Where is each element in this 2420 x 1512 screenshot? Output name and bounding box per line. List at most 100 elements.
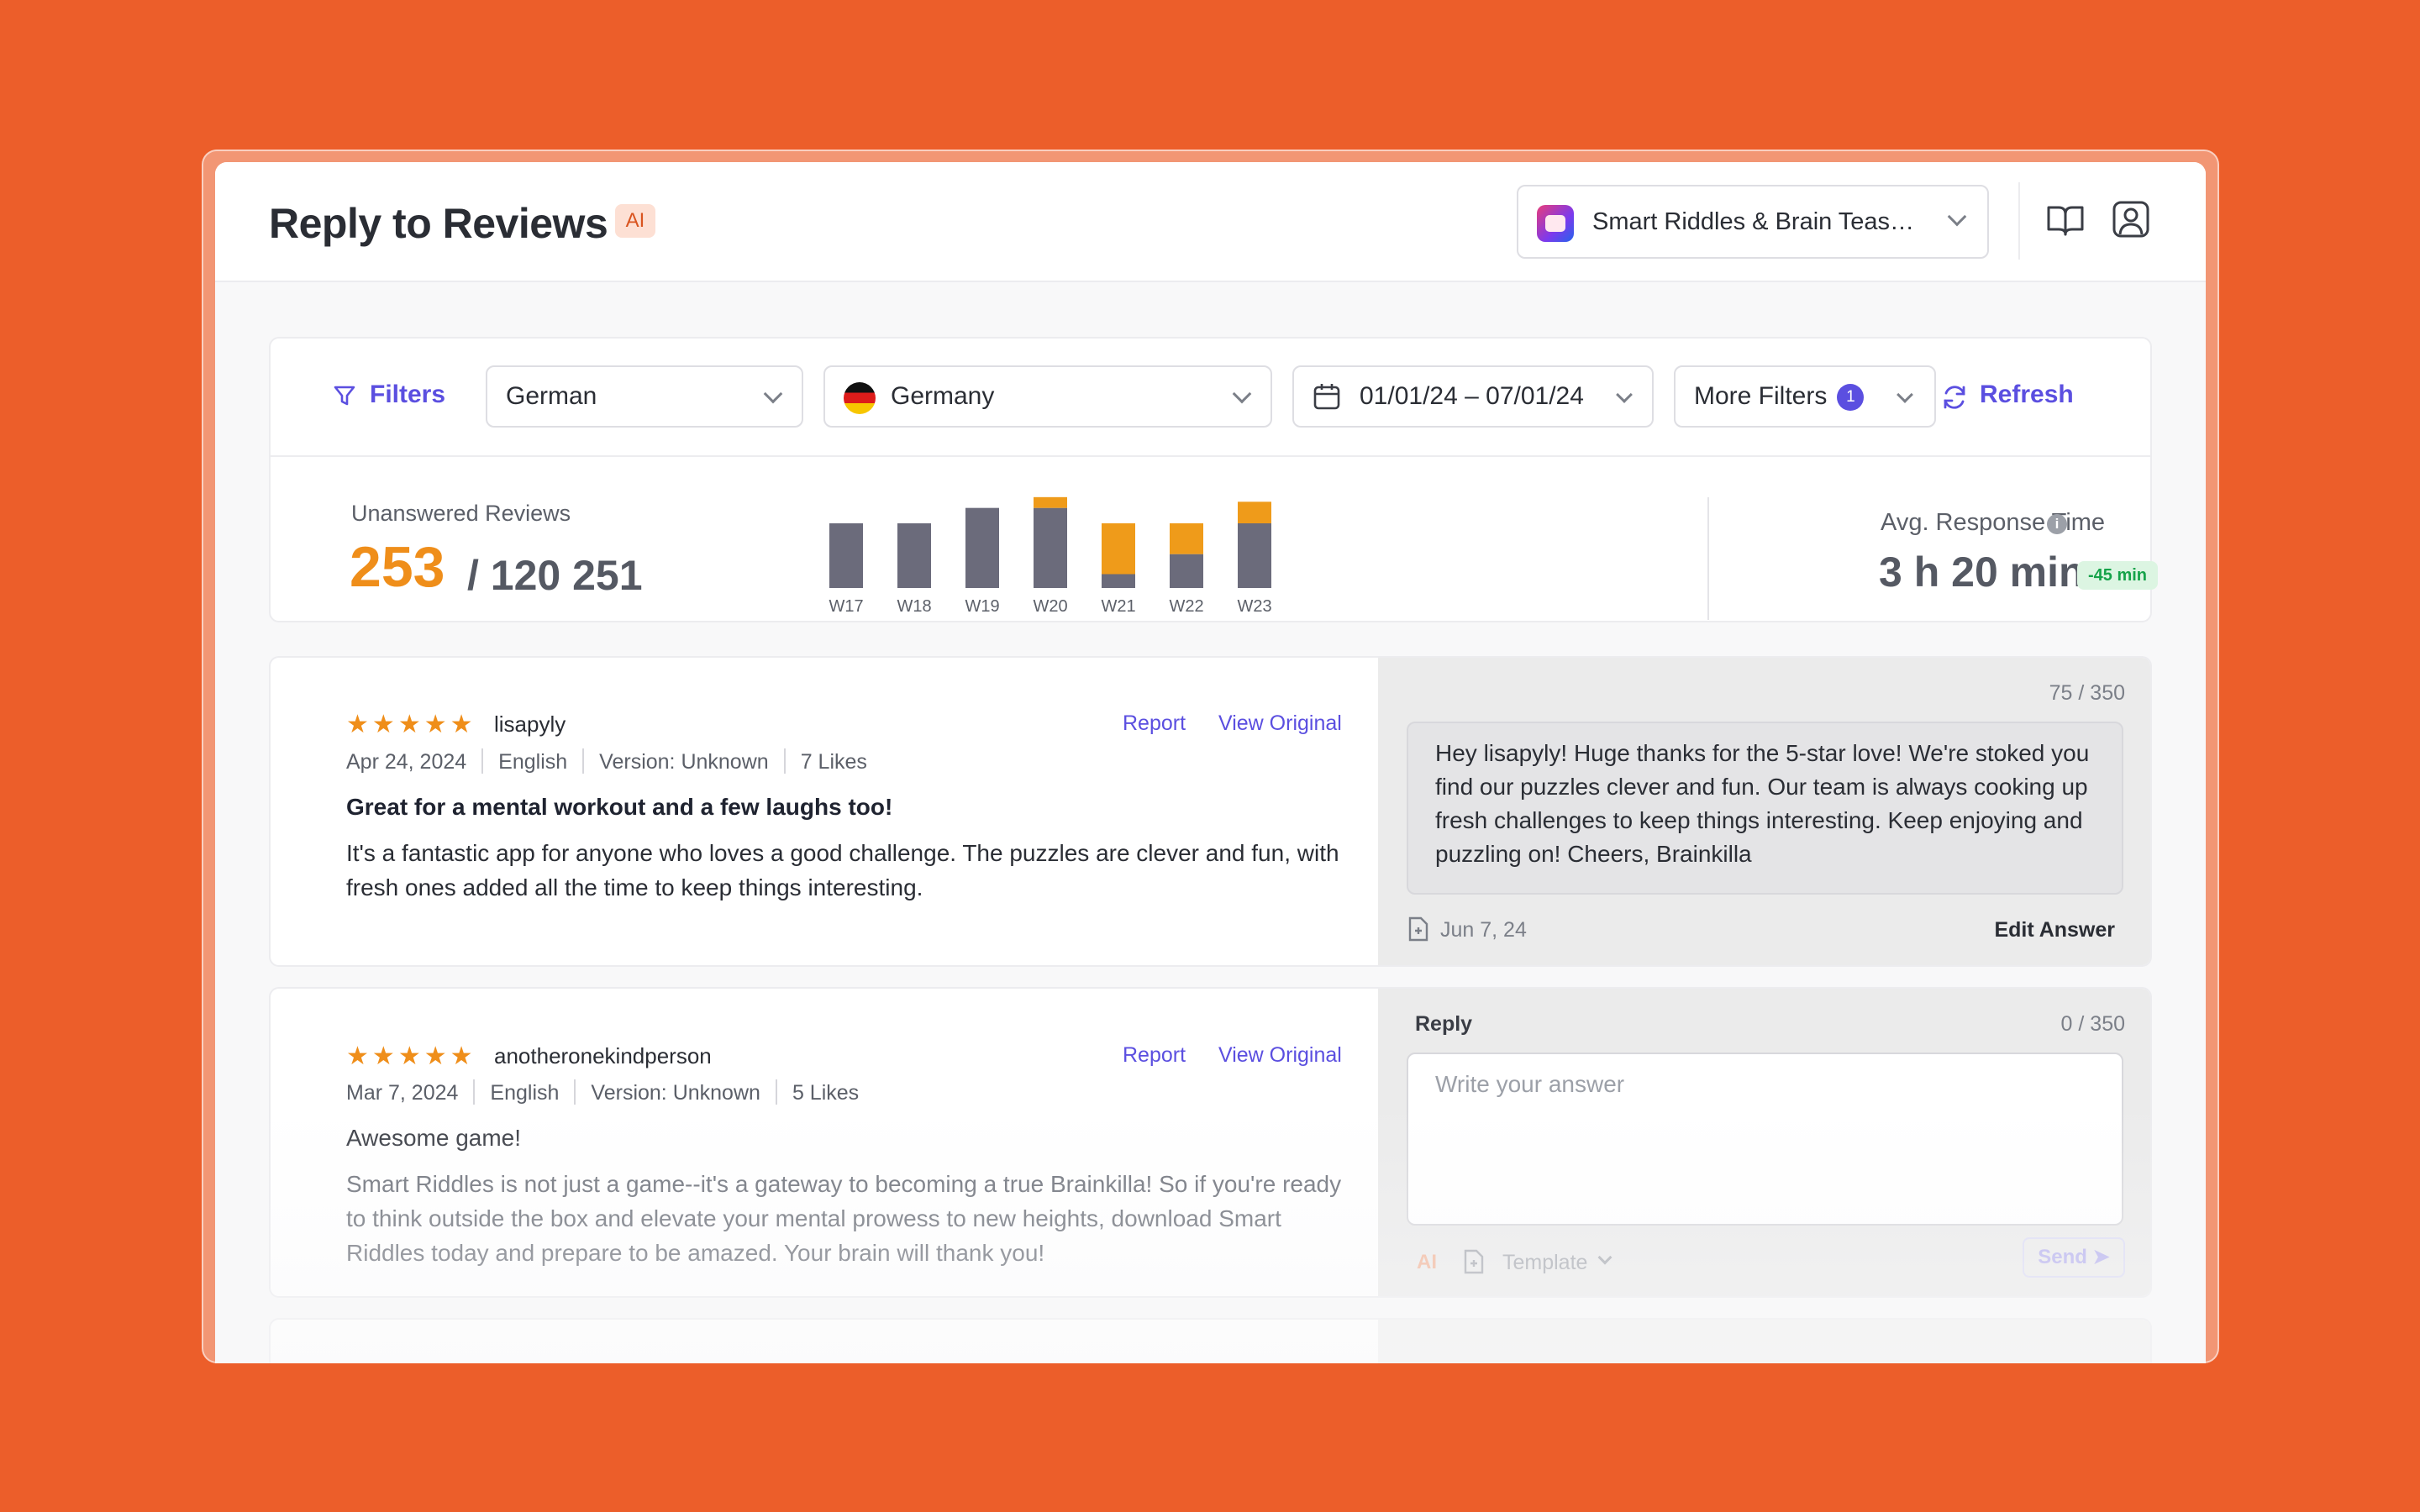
answer-date: Jun 7, 24 [1440, 918, 1527, 942]
review-card: ★ ★ ★ ★ ★ anotheronekindperson Report View O… [269, 987, 2152, 1298]
answer-text-box: Hey lisapyly! Huge thanks for the 5-star… [1407, 722, 2123, 895]
tick-label-w19: W19 [965, 597, 999, 613]
chevron-down-icon [1947, 207, 1967, 227]
reply-panel [1378, 1320, 2150, 1363]
ai-generate-button[interactable]: AI [1417, 1251, 1437, 1273]
refresh-icon [1944, 386, 1965, 409]
tick-label-w21: W21 [1101, 597, 1135, 613]
bar-w23-series-2 [1238, 501, 1271, 523]
date-range-select[interactable]: 01/01/24 – 07/01/24 [1292, 365, 1654, 428]
review-body: It's a fantastic app for anyone who love… [346, 840, 1339, 900]
more-filters-select[interactable]: More Filters 1 [1674, 365, 1936, 428]
bar-w21-series-2 [1102, 523, 1135, 575]
info-icon[interactable]: i [2047, 514, 2067, 534]
page-title: Reply to Reviews [269, 200, 608, 247]
review-card [269, 1318, 2152, 1363]
review-title: Awesome game! [346, 1125, 522, 1151]
star-rating: ★ ★ ★ ★ ★ [346, 1042, 476, 1070]
star-icon: ★ [346, 711, 369, 738]
filter-count-badge: 1 [1837, 384, 1865, 411]
review-card: ★ ★ ★ ★ ★ lisapyly Report View Original Apr … [269, 656, 2152, 967]
app-selector[interactable]: Smart Riddles & Brain Teas… [1517, 185, 1989, 259]
review-author: lisapyly [494, 711, 566, 737]
chevron-down-icon [1597, 1250, 1612, 1265]
book-icon[interactable] [2047, 204, 2084, 236]
filters-button[interactable]: Filters [370, 381, 446, 408]
chevron-down-icon [1232, 384, 1252, 404]
avg-response-label: Avg. Response Time [1881, 509, 2106, 536]
review-meta: Mar 7, 2024 English Version: Unknown 5 Like… [346, 1079, 860, 1105]
app-icon [1537, 205, 1574, 242]
calendar-icon [1313, 384, 1340, 410]
unanswered-label: Unanswered Reviews [351, 501, 571, 526]
report-link[interactable]: Report [1123, 711, 1186, 735]
app-window: Reply to Reviews AI Smart Riddles & Brai… [215, 162, 2206, 1363]
reply-placeholder: Write your answer [1435, 1071, 1625, 1097]
filters-row: Filters German Germany 01/01/24 – 07/01/… [271, 339, 2150, 457]
edit-answer-button[interactable]: Edit Answer [1994, 918, 2115, 942]
tick-label-w18: W18 [897, 597, 931, 613]
chevron-down-icon [1897, 386, 1913, 403]
reply-panel: Reply 0 / 350 Write your answer AI Templ… [1378, 989, 2150, 1296]
bar-w21-series-1 [1102, 574, 1135, 588]
review-meta: Apr 24, 2024 English Version: Unknown 7 Lik… [346, 748, 867, 774]
bar-w17-series-1 [829, 523, 863, 588]
star-icon: ★ [450, 1042, 473, 1070]
send-button[interactable]: Send ➤ [2023, 1237, 2125, 1278]
view-original-link[interactable]: View Original [1218, 711, 1342, 735]
bar-w18-series-1 [897, 523, 931, 588]
reply-input[interactable]: Write your answer [1407, 1053, 2123, 1226]
star-icon: ★ [346, 1042, 369, 1070]
bar-w23-series-1 [1238, 523, 1271, 588]
user-icon[interactable] [2112, 201, 2149, 238]
tick-label-w23: W23 [1237, 597, 1271, 613]
tick-label-w17: W17 [829, 597, 863, 613]
answer-text: Hey lisapyly! Huge thanks for the 5-star… [1435, 740, 2090, 867]
template-icon [1464, 1249, 1484, 1274]
bar-w22-series-1 [1170, 554, 1203, 588]
star-rating: ★ ★ ★ ★ ★ [346, 711, 476, 738]
template-dropdown[interactable]: Template [1502, 1251, 1588, 1274]
view-original-link[interactable]: View Original [1218, 1043, 1342, 1067]
review-title: Great for a mental workout and a few lau… [346, 794, 893, 820]
filter-icon [334, 386, 355, 406]
header-bar: Reply to Reviews AI Smart Riddles & Brai… [215, 162, 2206, 282]
language-select[interactable]: German [486, 365, 803, 428]
review-author: anotheronekindperson [494, 1043, 712, 1068]
reply-label: Reply [1415, 1012, 1473, 1036]
app-name: Smart Riddles & Brain Teas… [1592, 208, 1915, 235]
chevron-down-icon [763, 384, 783, 404]
tick-label-w20: W20 [1033, 597, 1067, 613]
avg-response-value: 3 h 20 min [1879, 549, 2085, 596]
char-counter: 75 / 350 [2049, 681, 2125, 705]
bar-w19-series-1 [965, 507, 999, 588]
refresh-button[interactable]: Refresh [1980, 381, 2074, 408]
star-icon: ★ [397, 1042, 421, 1070]
ai-badge: AI [615, 204, 655, 238]
review-body: Smart Riddles is not just a game--it's a… [346, 1171, 1342, 1266]
bar-w20-series-2 [1034, 496, 1067, 508]
star-icon: ★ [371, 711, 395, 738]
star-icon: ★ [371, 1042, 395, 1070]
bar-w22-series-2 [1170, 523, 1203, 554]
report-link[interactable]: Report [1123, 1043, 1186, 1067]
stats-row: Unanswered Reviews 253 / 120 251 W17 W18 W… [271, 457, 2158, 622]
country-select[interactable]: Germany [823, 365, 1272, 428]
weekly-reviews-chart: W17 W18 W19 W20 W21 W22 W23 [829, 496, 1272, 613]
document-icon [1408, 916, 1428, 942]
answer-panel: 75 / 350 Hey lisapyly! Huge thanks for t… [1378, 658, 2150, 965]
header-divider [2018, 182, 2020, 260]
response-delta-badge: -45 min [2077, 561, 2158, 590]
star-icon: ★ [450, 711, 473, 738]
star-icon: ★ [424, 711, 447, 738]
star-icon: ★ [424, 1042, 447, 1070]
bar-w20-series-1 [1034, 507, 1067, 588]
tick-label-w22: W22 [1169, 597, 1203, 613]
char-counter: 0 / 350 [2060, 1012, 2125, 1036]
star-icon: ★ [397, 711, 421, 738]
send-icon: ➤ [2092, 1246, 2110, 1268]
filters-panel: Filters German Germany 01/01/24 – 07/01/… [269, 337, 2158, 622]
stats-divider [1707, 497, 1709, 620]
chevron-down-icon [1616, 386, 1633, 403]
germany-flag-icon [844, 382, 876, 414]
